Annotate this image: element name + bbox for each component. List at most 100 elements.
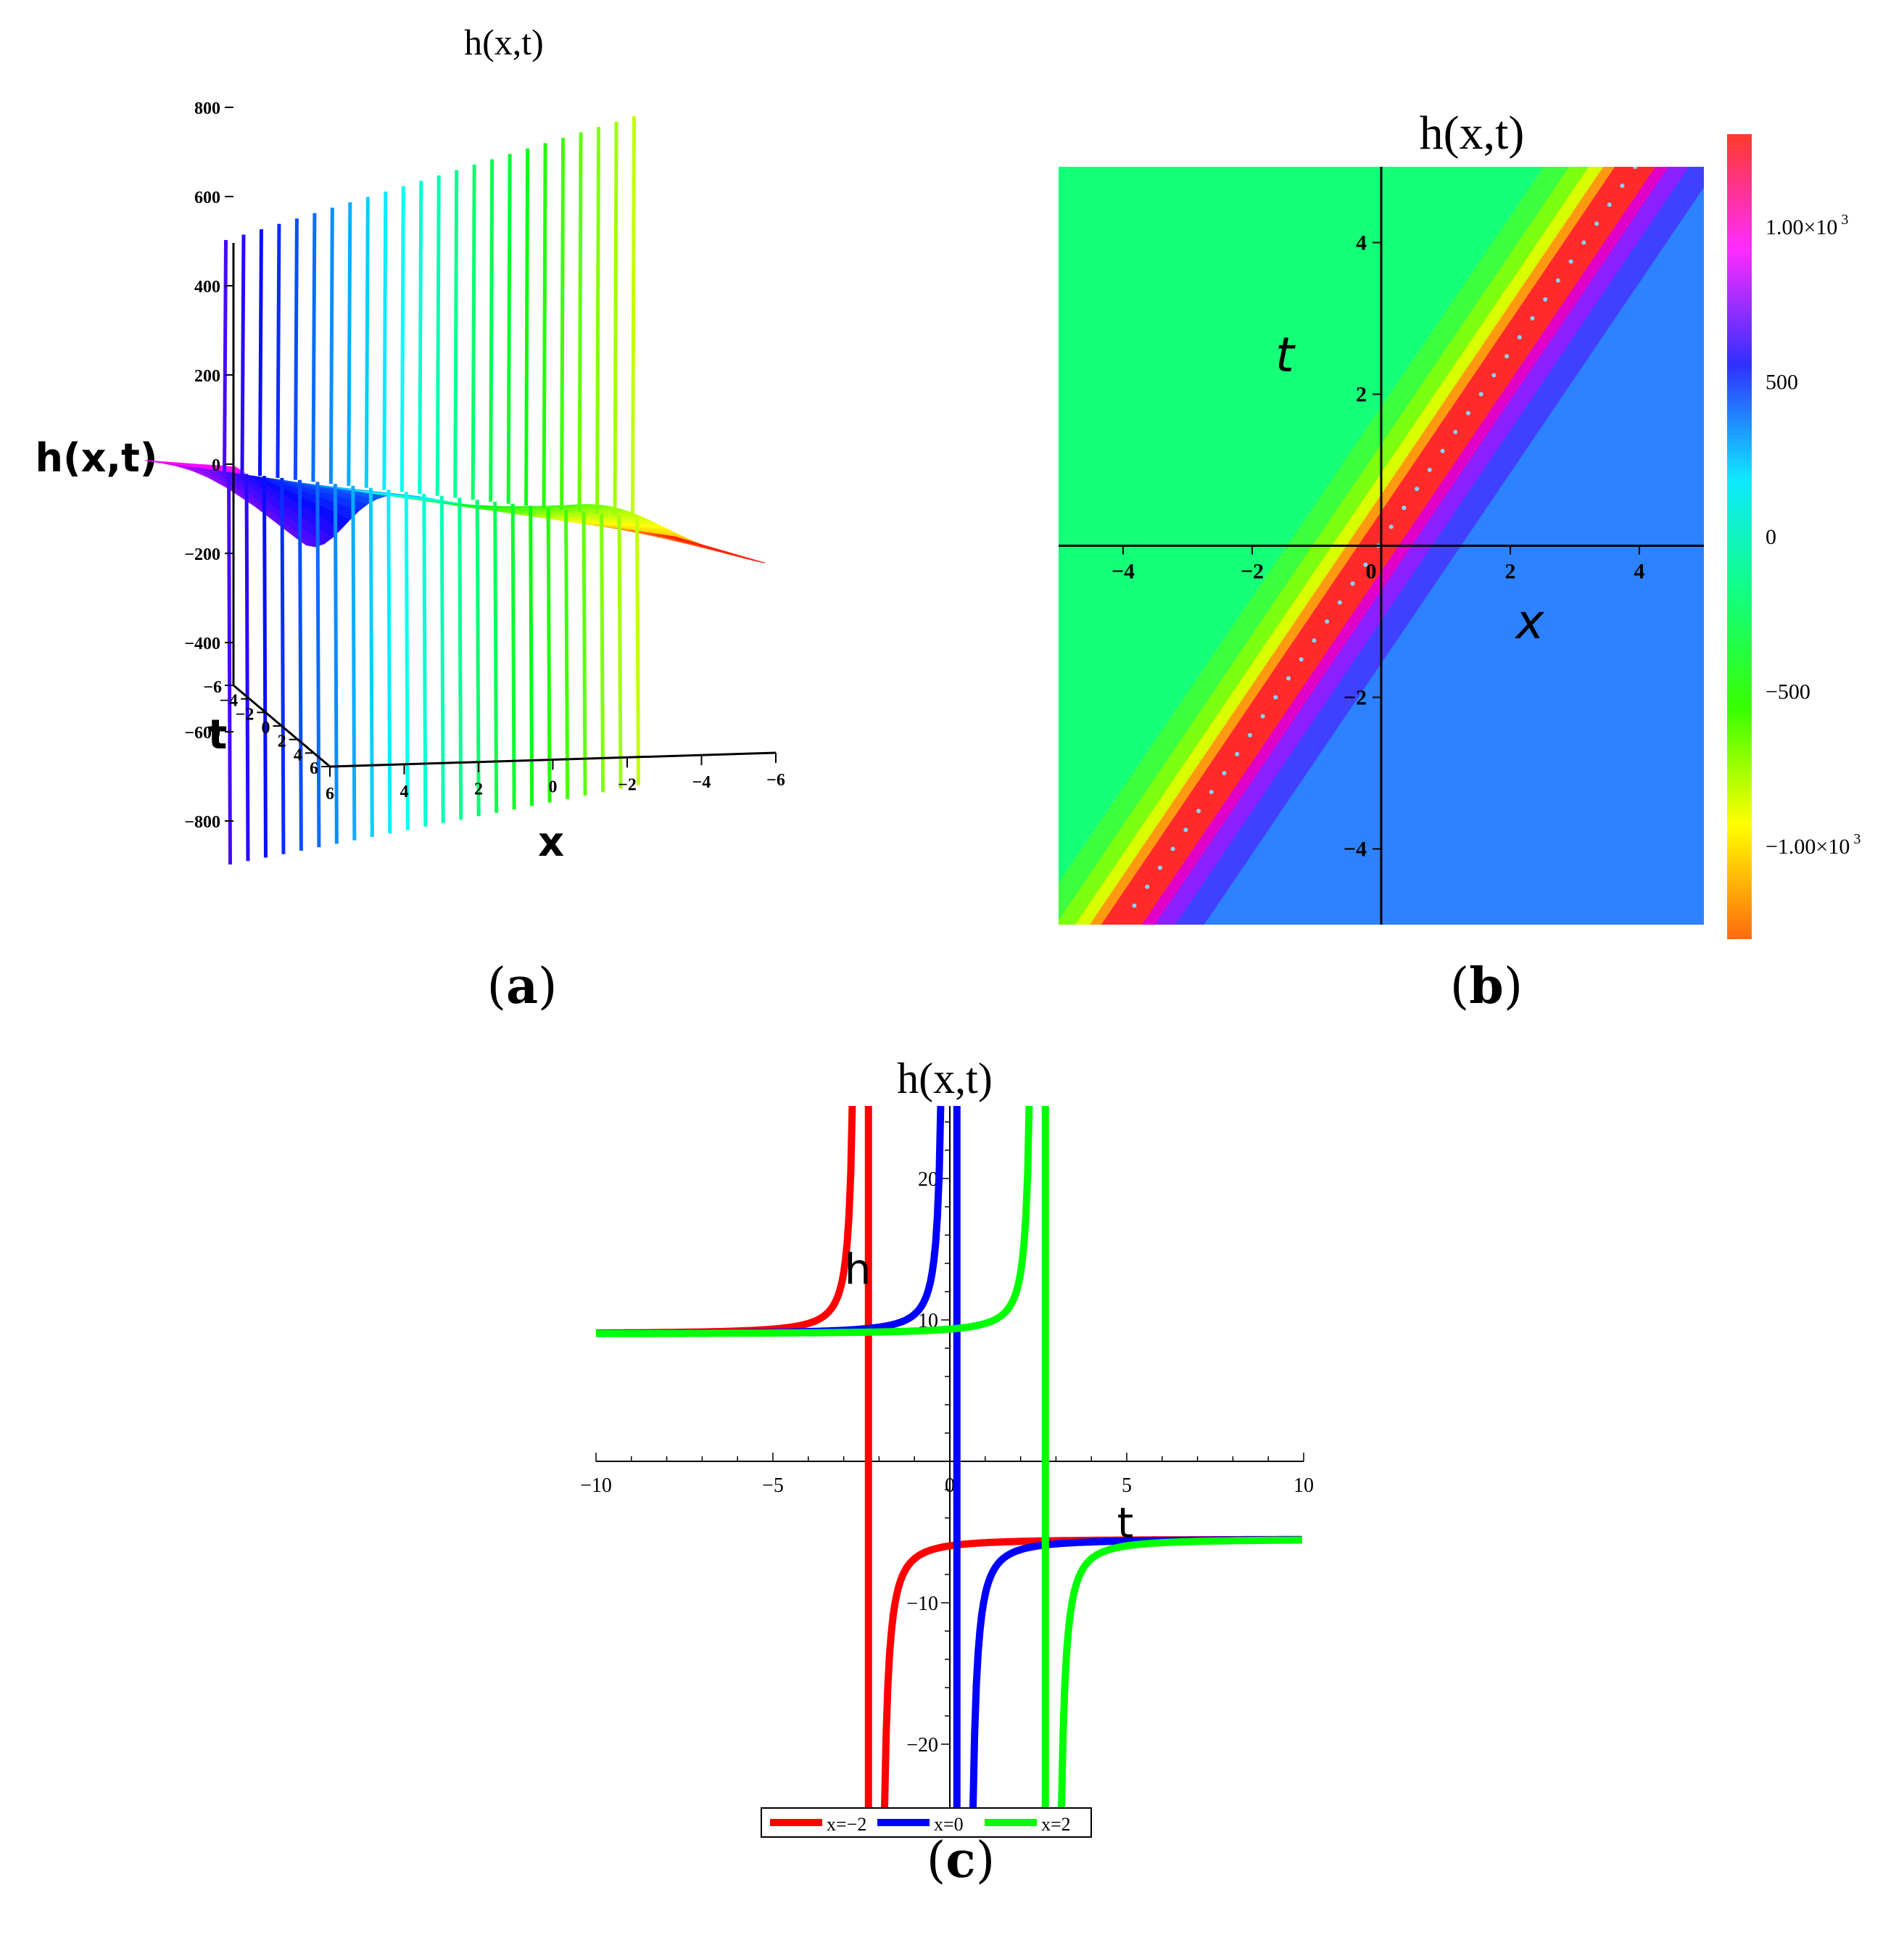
t-axis-tick-label: −6: [203, 678, 222, 697]
series-left-branch: [596, 1106, 856, 1337]
chart-a-t-axis-label: t: [208, 711, 228, 759]
heatmap-center-dot: [1273, 695, 1278, 700]
x-axis-tick-label: 4: [400, 783, 409, 801]
t-axis-tick-label: −2: [236, 705, 254, 724]
x-axis-tick-label: −2: [618, 775, 637, 794]
surface-spike-down: [458, 498, 463, 820]
surface-spike-down: [227, 471, 232, 864]
colorbar-tick-label: −500: [1766, 680, 1810, 703]
chart-b-title: h(x,t): [1420, 107, 1525, 160]
t-axis-tick-label: −4: [219, 692, 238, 711]
colorbar-tick-label: 500: [1766, 371, 1798, 395]
chart-a-axes-group: 8006004002000−200−400−600−800−6−4−202466…: [184, 99, 785, 832]
t-axis-tick-label: 6: [310, 759, 318, 778]
z-axis-tick-label: −200: [184, 545, 220, 564]
surface-spike-down: [315, 482, 321, 848]
surface-spike-down: [529, 505, 534, 806]
heatmap-center-dot: [1247, 732, 1252, 738]
surface-spike-up: [400, 186, 405, 492]
x-axis-tick-label: −5: [762, 1474, 784, 1497]
x-axis-tick-label: 5: [1122, 1474, 1132, 1497]
surface-spike-up: [347, 202, 352, 486]
heatmap-center-dot: [1530, 316, 1535, 321]
surface-spike-up: [489, 159, 494, 502]
surface-spike-down: [600, 513, 605, 793]
z-axis-tick-label: −800: [184, 813, 220, 832]
z-axis-tick-label: 400: [194, 278, 220, 297]
chart-b-x-axis-label: x: [1514, 594, 1544, 650]
chart-c-y-axis-label: h: [845, 1245, 872, 1294]
series-left-branch: [596, 1106, 1033, 1337]
x-axis-tick-label: 0: [1366, 560, 1377, 584]
chart-a-title: h(x,t): [464, 22, 544, 62]
x-axis-tick-label: −4: [1112, 560, 1135, 584]
heatmap-center-dot: [1478, 392, 1483, 397]
caption-c: (c): [926, 1831, 996, 1889]
heatmap-center-dot: [1491, 373, 1497, 378]
chart-a-surface-group: [144, 116, 766, 864]
heatmap-center-dot: [1504, 354, 1510, 359]
heatmap-center-dot: [1299, 657, 1304, 662]
chart-b-axes-group: −4 −2 0 2 4 4 2 −2 −4: [1059, 167, 1704, 925]
surface-spike-up: [382, 191, 388, 490]
chart-b-heatmap: h(x,t) −4 −2 0 2 4 4 2 −2 −4 t x 1.00×10 3 500 0 −5…: [1059, 107, 1860, 939]
x-axis-tick-label: −6: [766, 771, 785, 790]
heatmap-center-dot: [1568, 259, 1573, 264]
heatmap-center-dot: [1555, 278, 1560, 283]
colorbar-tick-label: 1.00×10 3: [1766, 212, 1848, 239]
heatmap-center-dot: [1337, 600, 1342, 605]
colorbar-tick-exponent: 3: [1837, 212, 1848, 228]
surface-spike-down: [368, 487, 374, 837]
colorbar-tick-label: 0: [1766, 525, 1776, 549]
series-left-branch: [595, 1106, 945, 1337]
x-axis-tick-label: 2: [1505, 560, 1516, 584]
surface-spike-up: [506, 154, 512, 504]
surface-strip: [665, 534, 766, 564]
caption-b-letter: b: [1469, 957, 1504, 1015]
surface-spike-up: [276, 223, 281, 478]
surface-spike-down: [510, 503, 516, 809]
heatmap-center-dot: [1415, 487, 1420, 492]
heatmap-center-dot: [1222, 771, 1227, 775]
surface-spike-up: [631, 116, 636, 518]
heatmap-center-dot: [1260, 714, 1265, 719]
x-axis-tick-label: −4: [692, 773, 711, 792]
surface-spike-up: [595, 127, 601, 514]
heatmap-center-dot: [1465, 410, 1470, 416]
surface-spike-up: [328, 207, 334, 484]
heatmap-center-dot: [1170, 846, 1175, 851]
heatmap-center-dot: [1594, 221, 1599, 226]
chart-c-series-group: [595, 1106, 1302, 1809]
surface-spike-down: [351, 485, 357, 841]
surface-spike-up: [418, 181, 423, 494]
chart-a-z-axis-label: h(x,t): [36, 435, 158, 481]
chart-b-t-axis-label: t: [1275, 327, 1296, 383]
chart-a-3d-surface: h(x,t) h(x,t) x t 8006004002000−200−400−…: [36, 22, 785, 866]
surface-spike-up: [613, 121, 618, 516]
z-axis-tick-label: 200: [194, 367, 220, 386]
surface-spike-down: [422, 493, 428, 827]
heatmap-center-dot: [1196, 809, 1201, 814]
y-axis-tick-label: 2: [1356, 383, 1367, 407]
panel-a: h(x,t) h(x,t) x t 800 600 400 200 0 −200 −400−…: [0, 0, 834, 1015]
heatmap-center-dot: [1132, 903, 1137, 908]
y-axis-tick-label: 4: [1356, 231, 1367, 255]
heatmap-center-dot: [1402, 505, 1407, 511]
surface-spike-down: [546, 508, 552, 803]
t-axis-tick-label: 2: [278, 732, 286, 751]
surface-spike-down: [333, 484, 339, 844]
surface-spike-down: [404, 492, 410, 830]
caption-a: (a): [487, 957, 558, 1015]
x-axis-tick-label: 6: [326, 785, 334, 804]
heatmap-center-dot: [1235, 751, 1240, 756]
t-axis-tick-label: 0: [262, 719, 270, 738]
x-axis-tick-label: −2: [1241, 560, 1264, 584]
heatmap-center-dot: [1209, 790, 1214, 795]
caption-a-letter: a: [505, 957, 539, 1015]
chart-c-title: h(x,t): [897, 1054, 993, 1102]
z-axis-tick-label: 800: [194, 99, 220, 118]
x-axis-tick-label: 4: [1634, 560, 1645, 584]
z-axis-tick-label: −400: [184, 635, 220, 653]
surface-spike-down: [635, 517, 640, 785]
